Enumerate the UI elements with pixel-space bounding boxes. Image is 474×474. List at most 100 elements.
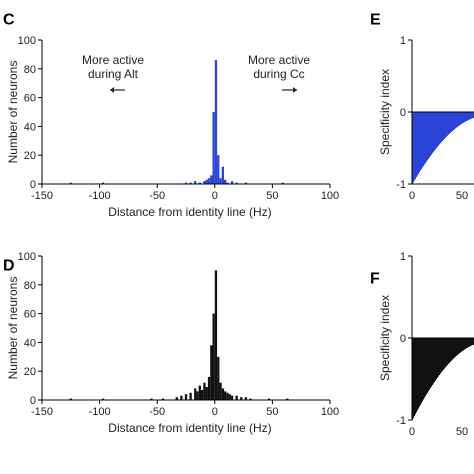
panel-c: C 0 20 40 60 80 100 -150 -100 -50 0 50 100 Distance f…: [3, 11, 339, 219]
histogram-bar: [189, 392, 192, 400]
histogram-bar: [219, 382, 222, 400]
specificity-bar: [438, 112, 439, 146]
specificity-bar: [449, 112, 450, 134]
specificity-bar: [440, 338, 441, 374]
histogram-bar: [150, 398, 153, 400]
panel-letter: F: [370, 270, 380, 287]
specificity-bar: [418, 338, 419, 409]
specificity-bar: [469, 338, 470, 347]
specificity-bar: [436, 338, 437, 380]
specificity-bar: [455, 112, 456, 129]
histogram-bar: [203, 382, 206, 400]
histogram-bar: [205, 179, 208, 184]
specificity-bar: [423, 112, 424, 167]
specificity-bar: [420, 338, 421, 405]
histogram-bar: [230, 181, 234, 184]
histogram-bar: [194, 388, 197, 400]
specificity-bar: [441, 338, 442, 373]
specificity-bar: [461, 112, 462, 125]
histogram-bar: [210, 345, 213, 400]
x-tick-label: -100: [89, 406, 111, 418]
specificity-bar: [421, 338, 422, 404]
specificity-bar: [453, 112, 454, 131]
histogram-bar: [175, 397, 178, 400]
histogram-bar: [214, 270, 218, 400]
specificity-bar: [467, 338, 468, 348]
specificity-bar: [445, 338, 446, 368]
y-tick-label: 80: [24, 64, 36, 76]
specificity-bar: [464, 112, 465, 123]
arrowhead-icon: [293, 87, 297, 93]
specificity-bar: [422, 112, 423, 168]
histogram-bar: [203, 181, 206, 184]
histogram-bar: [281, 182, 284, 184]
annotation-line: during Cc: [253, 67, 304, 81]
specificity-bar: [457, 112, 458, 127]
specificity-bar: [451, 338, 452, 361]
specificity-bar: [438, 338, 439, 377]
specificity-bar: [427, 112, 428, 161]
histogram-bar: [230, 395, 234, 400]
specificity-bar: [432, 112, 433, 154]
histogram-bar: [194, 181, 197, 184]
histogram-bar: [244, 397, 248, 400]
specificity-bar: [450, 112, 451, 133]
specificity-bar: [437, 338, 438, 378]
specificity-bar: [424, 112, 425, 165]
specificity-bar: [436, 112, 437, 149]
panel-d: D 0 20 40 60 80 100 -150 -100 -50 0 50 100 Distance f…: [3, 251, 339, 435]
specificity-bar: [416, 338, 417, 413]
y-tick-label: 100: [18, 251, 36, 263]
specificity-bar: [457, 338, 458, 355]
x-tick-label: 50: [456, 426, 468, 438]
y-tick-label: 1: [400, 251, 406, 263]
specificity-bar: [435, 112, 436, 150]
specificity-bar: [420, 112, 421, 171]
histogram-bar: [212, 112, 215, 184]
y-tick-label: -1: [396, 415, 406, 427]
y-axis-label: Number of neurons: [6, 277, 20, 380]
specificity-bar: [462, 338, 463, 352]
specificity-bar: [431, 112, 432, 155]
x-axis-label: Distance from identity line (Hz): [108, 205, 271, 219]
histogram-bar: [217, 155, 220, 184]
specificity-bar: [418, 112, 419, 174]
specificity-bar: [460, 338, 461, 353]
x-tick-label: -50: [149, 406, 165, 418]
annotation-line: during Alt: [88, 67, 139, 81]
specificity-bar: [446, 338, 447, 367]
specificity-bar: [461, 338, 462, 352]
specificity-bar: [413, 338, 414, 419]
x-tick-label: 50: [266, 190, 278, 202]
specificity-bar: [433, 112, 434, 152]
specificity-bar: [422, 338, 423, 402]
x-tick-label: 0: [409, 190, 415, 202]
histogram-bar: [226, 392, 229, 400]
specificity-bar: [443, 112, 444, 140]
x-tick-label: 50: [456, 190, 468, 202]
specificity-bar: [468, 112, 469, 121]
y-tick-label: 100: [18, 35, 36, 47]
specificity-bar: [428, 338, 429, 392]
specificity-bar: [440, 112, 441, 144]
specificity-bar: [454, 112, 455, 130]
x-tick-label: -150: [31, 406, 53, 418]
annotation-line: More active: [82, 53, 144, 67]
specificity-bar: [430, 338, 431, 389]
y-tick-label: 40: [24, 121, 36, 133]
specificity-bar: [432, 338, 433, 385]
specificity-bar: [421, 112, 422, 170]
histogram-bar: [286, 398, 289, 400]
histogram-bar: [235, 182, 238, 184]
arrowhead-icon: [110, 87, 114, 93]
histogram-bar: [240, 397, 243, 400]
panel-letter: C: [3, 11, 15, 28]
specificity-bar: [459, 338, 460, 354]
histogram-bar: [235, 395, 238, 400]
y-tick-label: 0: [30, 179, 36, 191]
specificity-bar: [415, 112, 416, 179]
histogram-bar: [214, 60, 218, 184]
specificity-bar: [428, 112, 429, 159]
y-tick-label: 60: [24, 309, 36, 321]
